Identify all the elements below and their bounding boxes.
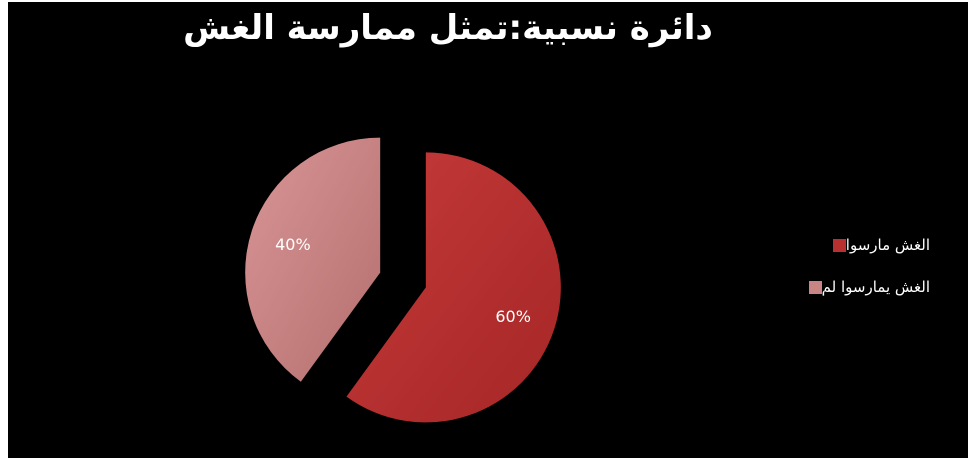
legend-swatch-practiced: [832, 238, 846, 252]
legend-item-not-practiced: الغش يمارسوا لم: [780, 276, 930, 298]
slice-not-practiced: [245, 137, 381, 382]
data-label-not-practiced: 40%: [275, 235, 311, 254]
data-label-practiced: 60%: [495, 307, 531, 326]
pie-chart: 60% 40%: [245, 137, 561, 423]
legend: الغش مارسوا الغش يمارسوا لم: [780, 234, 930, 318]
legend-item-practiced: الغش مارسوا: [780, 234, 930, 256]
chart-title: دائرة نسبية:تمثل ممارسة الغش: [183, 8, 713, 48]
legend-label-practiced: الغش مارسوا: [845, 236, 930, 254]
legend-label-not-practiced: الغش يمارسوا لم: [821, 278, 930, 296]
slice-practiced: [346, 152, 561, 423]
chart-area: دائرة نسبية:تمثل ممارسة الغش 60% 40% الغش…: [8, 2, 968, 458]
legend-swatch-not-practiced: [808, 280, 822, 294]
